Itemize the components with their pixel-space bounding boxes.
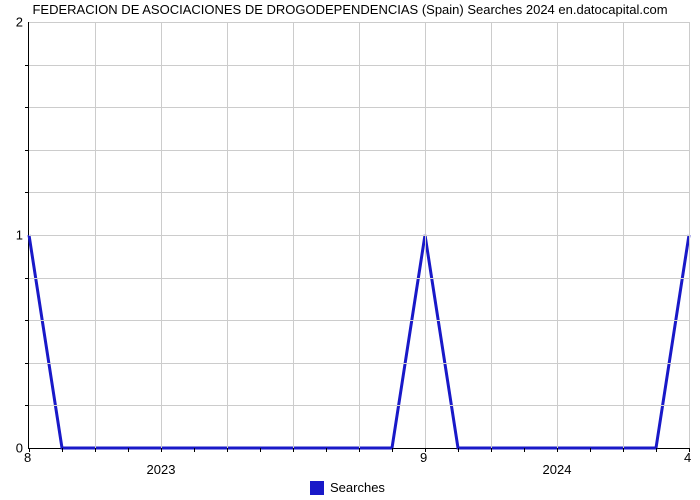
y-tick-minor xyxy=(25,363,29,364)
plot-area: 01220232024 xyxy=(28,22,689,449)
y-tick-minor xyxy=(25,278,29,279)
y-tick-minor xyxy=(25,107,29,108)
x-tick-minor xyxy=(95,448,96,452)
x-tick-minor xyxy=(491,448,492,452)
x-tick-minor xyxy=(392,448,393,452)
chart-title: FEDERACION DE ASOCIACIONES DE DROGODEPEN… xyxy=(0,2,700,17)
gridline-horizontal xyxy=(29,150,689,151)
x-tick-minor xyxy=(326,448,327,452)
legend: Searches xyxy=(310,480,385,495)
gridline-vertical xyxy=(689,22,690,448)
x-tick-minor xyxy=(260,448,261,452)
gridline-horizontal xyxy=(29,192,689,193)
x-tick-minor xyxy=(62,448,63,452)
gridline-horizontal xyxy=(29,405,689,406)
corner-label-bottom-left: 8 xyxy=(24,450,31,465)
x-tick-minor xyxy=(557,448,558,452)
x-tick-label: 2023 xyxy=(147,448,176,477)
chart-container: FEDERACION DE ASOCIACIONES DE DROGODEPEN… xyxy=(0,0,700,500)
x-tick-minor xyxy=(458,448,459,452)
x-tick-minor xyxy=(590,448,591,452)
y-tick-minor xyxy=(25,192,29,193)
y-tick-minor xyxy=(25,405,29,406)
x-tick-minor xyxy=(227,448,228,452)
legend-swatch xyxy=(310,481,324,495)
x-tick-minor xyxy=(524,448,525,452)
x-tick-minor xyxy=(656,448,657,452)
x-tick-minor xyxy=(194,448,195,452)
y-tick-minor xyxy=(25,320,29,321)
gridline-horizontal xyxy=(29,65,689,66)
x-tick-minor xyxy=(161,448,162,452)
y-tick-label: 2 xyxy=(16,15,29,30)
x-tick-minor xyxy=(293,448,294,452)
corner-label-bottom-right: 4 xyxy=(684,450,691,465)
gridline-horizontal xyxy=(29,22,689,23)
gridline-horizontal xyxy=(29,320,689,321)
gridline-horizontal xyxy=(29,363,689,364)
gridline-horizontal xyxy=(29,107,689,108)
x-tick-minor xyxy=(128,448,129,452)
x-tick-label: 2024 xyxy=(543,448,572,477)
gridline-horizontal xyxy=(29,278,689,279)
y-tick-minor xyxy=(25,150,29,151)
gridline-horizontal xyxy=(29,235,689,236)
legend-label: Searches xyxy=(330,480,385,495)
x-tick-minor xyxy=(359,448,360,452)
y-tick-minor xyxy=(25,65,29,66)
x-tick-minor xyxy=(623,448,624,452)
y-tick-label: 1 xyxy=(16,228,29,243)
corner-label-bottom-mid: 9 xyxy=(420,450,427,465)
